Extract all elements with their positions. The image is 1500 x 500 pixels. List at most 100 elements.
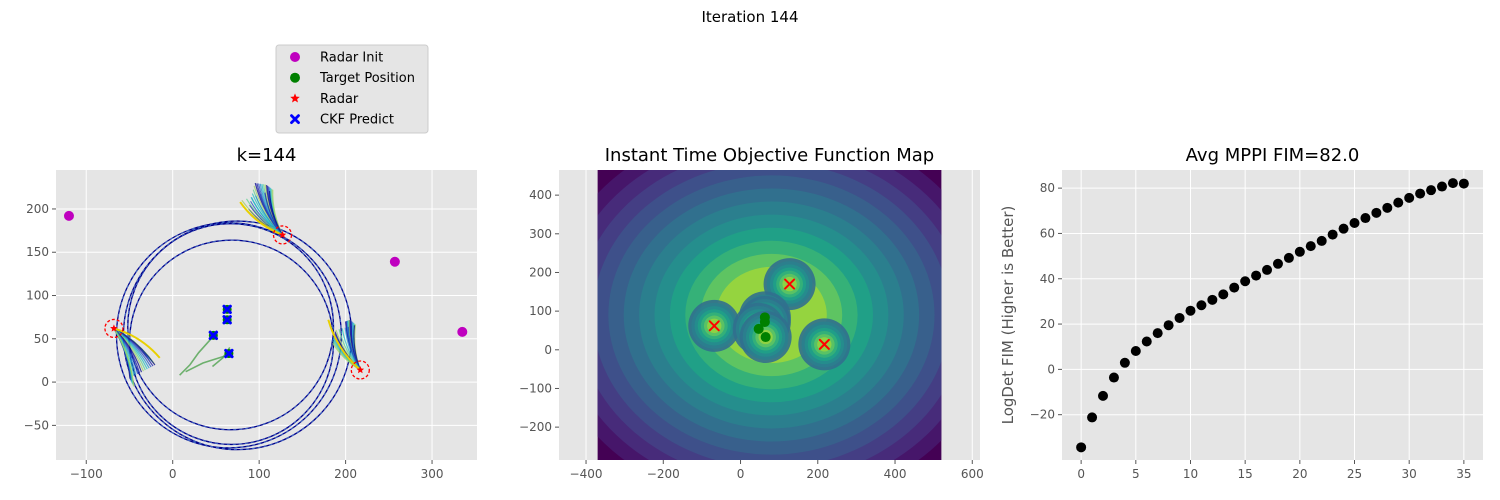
p3-xtick-label: 0	[1077, 467, 1085, 481]
ckf-circle-dashed	[127, 223, 334, 431]
p3-ytick-label: −20	[1030, 408, 1055, 422]
p3-ytick-label: 0	[1047, 362, 1055, 376]
p2-xtick-label: −400	[570, 467, 603, 481]
fim-point	[1152, 328, 1163, 339]
fim-point	[1305, 241, 1316, 252]
objective-map-contours	[597, 170, 942, 460]
radar-point	[356, 365, 365, 374]
p2-ytick-label: 300	[529, 227, 552, 241]
radar-range-circle	[350, 360, 370, 380]
fim-point	[1316, 235, 1327, 246]
p1-ytick-label: 100	[26, 289, 49, 303]
legend-marker-3	[290, 114, 300, 124]
p3-xtick-label: 5	[1132, 467, 1140, 481]
fim-point	[1218, 289, 1229, 300]
p1-ytick-label: 0	[41, 375, 49, 389]
p2-ytick-label: −200	[519, 420, 552, 434]
p1-xtick-label: 200	[334, 467, 357, 481]
fim-point	[1272, 258, 1283, 269]
p2-ytick-label: −100	[519, 381, 552, 395]
p1-xtick-label: 100	[248, 467, 271, 481]
fim-point	[1349, 218, 1360, 229]
legend-label-2: Radar	[320, 92, 359, 107]
panel-objective-map-title: Instant Time Objective Function Map	[605, 145, 934, 166]
legend-marker-2	[290, 93, 300, 103]
p2-ytick-label: 400	[529, 188, 552, 202]
fim-point	[1262, 264, 1273, 275]
p2-ytick-label: 0	[544, 343, 552, 357]
fim-point	[1130, 346, 1141, 357]
fim-point	[1436, 181, 1447, 192]
panel-fim: Avg MPPI FIM=82.0 0 5 10 15 20 25 30 35 −20 0 20 40…	[999, 145, 1483, 481]
p1-xtick-label: 0	[169, 467, 177, 481]
p3-xtick-label: 20	[1292, 467, 1307, 481]
panel-tracking: k=144 −100 0 100 200 300 −50 0 50 100 150 200	[24, 145, 477, 481]
radar-point	[110, 324, 118, 332]
p2-xtick-label: 600	[961, 467, 984, 481]
p1-ytick-label: 200	[26, 202, 49, 216]
p1-ytick-label: 150	[26, 245, 49, 259]
ckf-predict-point	[222, 304, 232, 315]
fim-point	[1404, 192, 1415, 203]
fim-point	[1458, 178, 1469, 189]
fim-point	[1108, 372, 1119, 383]
fim-point	[1251, 270, 1262, 281]
fim-point	[1393, 197, 1404, 208]
p3-ytick-label: 80	[1040, 181, 1055, 195]
legend-label-1: Target Position	[319, 71, 415, 86]
radar-init-point	[63, 210, 74, 221]
fim-point	[1174, 312, 1185, 323]
fim-point	[1196, 300, 1207, 311]
p2-xtick-label: 400	[884, 467, 907, 481]
p1-xtick-label: −100	[70, 467, 103, 481]
ckf-predict-point	[224, 348, 234, 359]
p2-ytick-label: 100	[529, 304, 552, 318]
radar-point	[708, 320, 720, 332]
fim-point	[1229, 282, 1240, 293]
target-trajectory	[185, 355, 225, 373]
p3-xtick-label: 15	[1238, 467, 1253, 481]
target-point	[753, 323, 764, 334]
fim-point	[1294, 246, 1305, 257]
fim-point	[1240, 276, 1251, 287]
ckf-predict-point	[222, 315, 232, 325]
p1-ytick-label: −50	[24, 418, 49, 432]
legend-marker-1	[290, 72, 300, 83]
legend-marker-0	[290, 52, 300, 62]
ckf-predict-point	[208, 330, 219, 341]
mppi-best-rollout	[113, 327, 161, 359]
fim-point	[1076, 442, 1087, 453]
fim-point	[1087, 412, 1098, 423]
legend-label-0: Radar Init	[320, 51, 383, 66]
fim-point	[1382, 202, 1393, 213]
radar-range-circle	[272, 225, 293, 245]
fim-point	[1141, 336, 1152, 347]
panel-fim-axes	[1062, 170, 1483, 460]
panel-tracking-title: k=144	[237, 145, 297, 166]
p2-xtick-label: −200	[647, 467, 680, 481]
p2-xtick-label: 0	[737, 467, 745, 481]
fim-point	[1415, 188, 1426, 199]
target-point	[760, 332, 771, 343]
fim-point	[1163, 320, 1174, 331]
figure-title: Iteration 144	[701, 8, 798, 26]
p3-ytick-label: 60	[1040, 226, 1055, 240]
p3-xtick-label: 10	[1183, 467, 1198, 481]
fim-point	[1360, 213, 1371, 224]
fim-point	[1426, 185, 1437, 196]
p3-ytick-label: 20	[1040, 317, 1055, 331]
radar-point	[818, 338, 830, 350]
p1-ytick-label: 50	[34, 332, 49, 346]
mppi-best-rollout	[239, 201, 283, 236]
mppi-best-rollout	[327, 319, 361, 371]
panel-objective-map: Instant Time Objective Function Map −400…	[519, 145, 984, 481]
mppi-rollout	[113, 328, 135, 387]
radar-point	[278, 230, 287, 239]
fim-point	[1338, 223, 1349, 234]
p3-xtick-label: 25	[1347, 467, 1362, 481]
legend: Radar Init Target Position Radar CKF Predic…	[275, 44, 429, 134]
p2-ytick-label: 200	[529, 265, 552, 279]
target-point	[759, 316, 770, 327]
fim-point	[1371, 207, 1382, 218]
